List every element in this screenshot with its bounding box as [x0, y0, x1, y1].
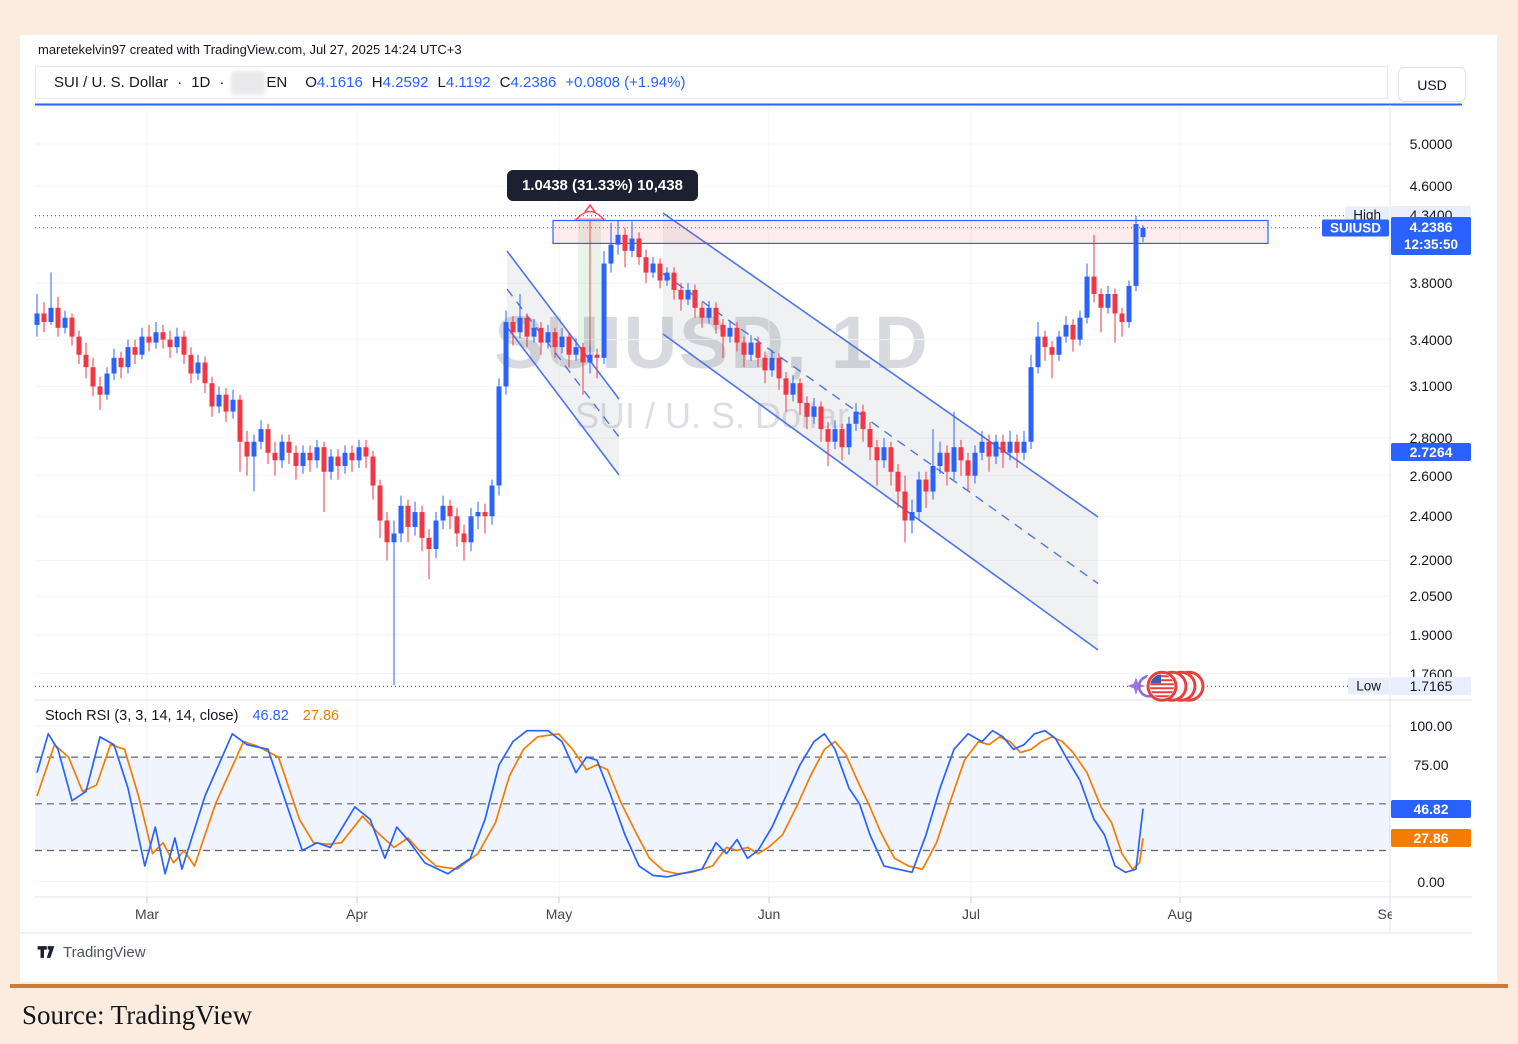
redacted-exchange-blur [231, 70, 266, 95]
tradingview-logo-icon [37, 946, 55, 958]
month-label-apr: Apr [346, 906, 368, 922]
current-price-badge: 4.2386 12:35:50 [1391, 216, 1471, 255]
tradingview-logo-text: TradingView [63, 943, 146, 961]
orange-divider [10, 984, 1508, 988]
low-text-chip: Low [1348, 677, 1389, 695]
ohlc-high-value: 4.2592 [382, 74, 429, 91]
price-axis-tick: 3.8000 [1409, 275, 1453, 292]
price-axis-tick: 2.2000 [1409, 552, 1453, 569]
indicator-legend[interactable]: Stoch RSI (3, 3, 14, 14, close) 46.82 27… [45, 708, 339, 724]
time-axis[interactable]: Mar Apr May Jun Jul Aug Sep [35, 903, 1392, 929]
price-axis-tick: 2.8000 [1409, 430, 1453, 447]
month-label-jun: Jun [757, 906, 781, 922]
chart-card [20, 35, 1497, 982]
price-axis-tick: 1.9000 [1409, 626, 1453, 643]
month-label-sep: Sep [1377, 906, 1392, 922]
rsi-k-badge: 46.82 [1391, 799, 1471, 818]
rsi-d-badge: 27.86 [1391, 829, 1471, 848]
price-axis-tick: 5.0000 [1409, 136, 1453, 152]
high-text-chip: High [1345, 206, 1389, 224]
legend-separator: · [177, 74, 183, 91]
price-axis-tick: 2.6000 [1409, 467, 1453, 484]
ohlc-open-value: 4.1616 [316, 74, 363, 91]
timeframe-label: 1D [191, 74, 211, 91]
symbol-title: SUI / U. S. Dollar [54, 74, 169, 91]
ohlc-low-value: 4.1192 [445, 74, 491, 91]
ohlc-close-label: C [499, 74, 511, 91]
rsi-axis-tick: 75.00 [1413, 756, 1449, 773]
currency-toggle-button[interactable]: USD [1398, 67, 1466, 102]
indicator-title: Stoch RSI (3, 3, 14, 14, close) [45, 708, 239, 724]
tradingview-branding[interactable]: TradingView [36, 942, 146, 962]
exchange-suffix: EN [266, 74, 288, 91]
attribution-text: maretekelvin97 created with TradingView.… [38, 42, 462, 57]
indicator-d-value: 27.86 [302, 708, 340, 724]
month-label-may: May [545, 906, 573, 922]
indicator-k-value: 46.82 [252, 708, 289, 724]
month-label-mar: Mar [134, 906, 160, 922]
price-axis-tick: 4.6000 [1409, 178, 1453, 195]
low-price-label: 1.7165 [1391, 677, 1471, 696]
price-axis-tick: 3.4000 [1409, 331, 1453, 348]
ohlc-high-label: H [371, 74, 383, 91]
month-label-aug: Aug [1167, 906, 1193, 922]
price-axis-tick: 2.0500 [1409, 588, 1453, 605]
rsi-axis-tick: 0.00 [1417, 873, 1445, 890]
ohlc-close-value: 4.2386 [510, 74, 557, 91]
source-caption: Source: TradingView [22, 1000, 253, 1030]
change-value: +0.0808 (+1.94%) [565, 74, 686, 91]
price-axis-tick: 3.1000 [1409, 378, 1453, 395]
legend-separator-2: · [219, 74, 225, 91]
measurement-tooltip: 1.0438 (31.33%) 10,438 [507, 170, 698, 201]
ohlc-open-label: O [305, 74, 317, 91]
price-axis-tick: 2.4000 [1409, 508, 1453, 525]
month-label-jul: Jul [962, 906, 980, 922]
symbol-legend[interactable]: SUI / U. S. Dollar · 1D · EN O 4.1616 H 4.… [35, 66, 1388, 99]
ohlc-low-label: L [437, 74, 446, 91]
symbol-chip: SUIUSD [1321, 219, 1389, 237]
price-level-badge: 2.7264 [1391, 442, 1471, 461]
rsi-axis-tick: 100.00 [1409, 718, 1453, 734]
